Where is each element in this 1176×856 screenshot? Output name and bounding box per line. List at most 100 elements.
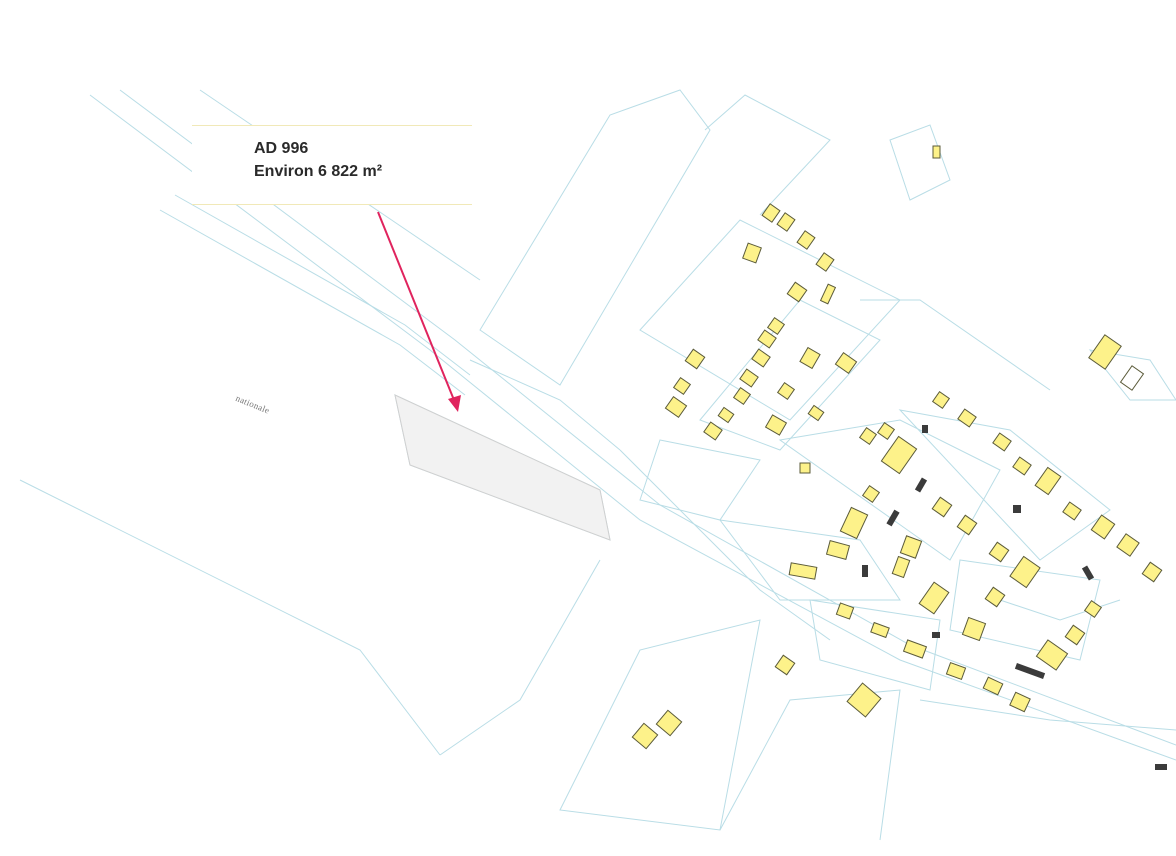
building (703, 421, 723, 441)
arrow-head (448, 395, 461, 412)
building (1009, 691, 1031, 713)
annex (862, 565, 868, 577)
arrow-shaft (377, 211, 457, 406)
building (1083, 599, 1103, 619)
annex (1014, 663, 1046, 679)
building (807, 404, 825, 422)
building (891, 555, 911, 579)
building (957, 408, 977, 428)
parcel-boundary (949, 559, 1101, 661)
parcel-id: AD 996 (254, 140, 309, 157)
building (776, 212, 796, 232)
annex (922, 425, 928, 433)
building (1009, 555, 1041, 589)
parcel-boundary (718, 519, 901, 601)
building (776, 381, 796, 401)
building (732, 386, 752, 406)
parcel-boundary (19, 479, 441, 756)
parcel-boundary (999, 599, 1121, 621)
parcel-boundary (479, 89, 711, 386)
parcel-boundary (919, 699, 1176, 731)
building (799, 346, 821, 370)
building (655, 709, 683, 737)
road-edge (89, 94, 1176, 761)
annexes (862, 425, 1167, 770)
buildings (631, 145, 1163, 750)
building (880, 435, 918, 475)
parcel-boundary (639, 439, 761, 521)
building (825, 540, 851, 560)
parcel-boundary (559, 619, 761, 831)
building (1064, 624, 1086, 646)
building (1119, 365, 1145, 391)
building (766, 316, 786, 336)
parcel-boundary (898, 409, 1111, 561)
building (1062, 501, 1082, 521)
building (1034, 466, 1062, 496)
building (876, 421, 896, 441)
building (961, 616, 987, 642)
building (839, 506, 869, 540)
parcel-boundary (439, 559, 601, 756)
annex (1013, 505, 1021, 513)
building (1116, 533, 1140, 557)
building (761, 203, 781, 223)
building (984, 586, 1006, 608)
parcel-ad996 (394, 394, 611, 541)
parcel-boundary (889, 124, 951, 201)
building (664, 395, 688, 419)
annex (932, 632, 940, 638)
building (815, 252, 835, 272)
parcel-boundary (719, 689, 901, 841)
building (918, 581, 950, 615)
building (717, 406, 735, 424)
road-edge (174, 194, 471, 376)
building (956, 514, 978, 536)
building (1141, 561, 1163, 583)
building (764, 414, 788, 436)
building (1090, 514, 1116, 540)
building (757, 329, 777, 349)
building (992, 432, 1012, 452)
building (786, 281, 808, 303)
building (902, 639, 928, 659)
building (672, 376, 692, 396)
building (846, 682, 882, 718)
building (799, 462, 811, 474)
building (796, 230, 816, 250)
parcel-boundary (469, 359, 621, 451)
building (751, 348, 771, 368)
parcel-boundary (619, 449, 831, 641)
building (835, 602, 855, 620)
building (899, 535, 923, 559)
pointer-arrow (377, 211, 461, 412)
parcel-boundary (809, 599, 941, 691)
building (858, 426, 878, 446)
building (945, 661, 967, 681)
building (684, 348, 706, 370)
building (819, 283, 837, 305)
parcel-boundary (778, 419, 1001, 561)
parcel-ad996-shading (394, 394, 611, 541)
building (739, 368, 759, 388)
parcel-callout: AD 996 Environ 6 822 m² (192, 125, 472, 205)
parcel-area: Environ 6 822 m² (254, 163, 383, 180)
annex (1081, 565, 1095, 581)
building (870, 621, 890, 639)
annex (914, 477, 928, 493)
building (1012, 456, 1032, 476)
building (982, 676, 1004, 696)
building (742, 242, 762, 264)
building (788, 562, 818, 580)
building (861, 484, 881, 504)
parcel-boundary (704, 94, 831, 216)
building (932, 145, 941, 159)
building (774, 654, 796, 676)
building (931, 496, 953, 518)
building (931, 390, 951, 410)
parcel-boundary (1088, 349, 1176, 401)
building (988, 541, 1010, 563)
building (1035, 639, 1069, 671)
road-edge (159, 209, 466, 396)
